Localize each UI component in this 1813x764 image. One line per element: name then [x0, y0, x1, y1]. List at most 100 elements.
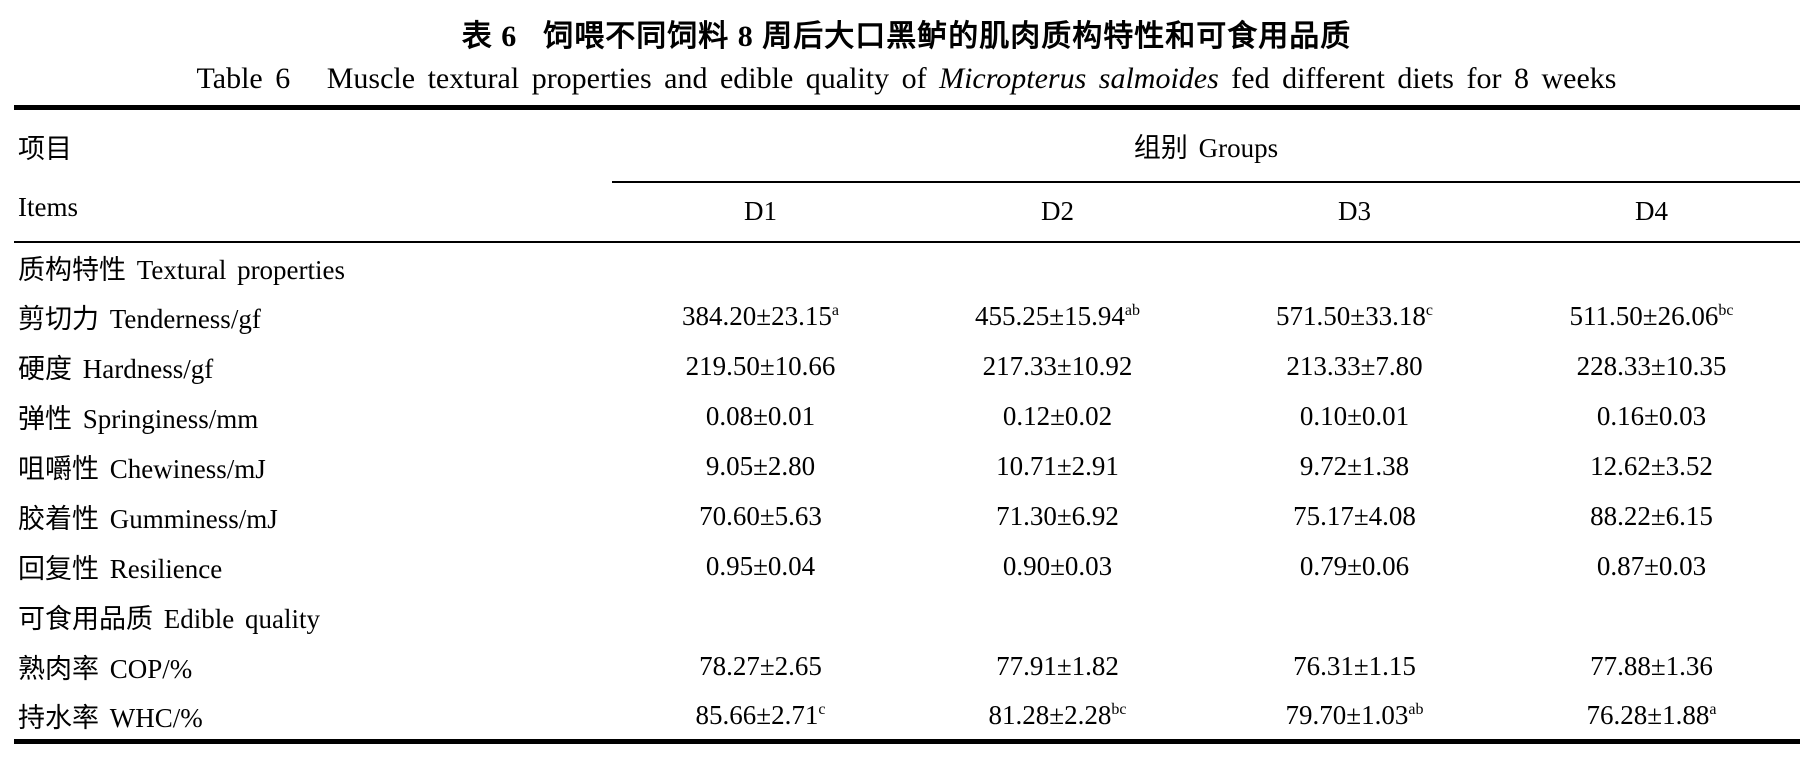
row-label: 回复性 Resilience: [18, 554, 223, 584]
table-row: 胶着性 Gumminess/mJ 70.60±5.63 71.30±6.92 7…: [14, 492, 1800, 542]
cell-value: 71.30±6.92: [996, 501, 1119, 531]
cell-superscript: c: [1425, 302, 1433, 319]
table-row: 熟肉率 COP/% 78.27±2.65 77.91±1.82 76.31±1.…: [14, 642, 1800, 692]
cell-value: 0.12±0.02: [1002, 401, 1113, 431]
data-cell: 77.88±1.36: [1503, 642, 1800, 692]
data-cell: 0.95±0.04: [612, 542, 909, 592]
table-row: 弹性 Springiness/mm 0.08±0.01 0.12±0.02 0.…: [14, 392, 1800, 442]
cell-value: 455.25±15.94: [975, 301, 1125, 331]
cell-value: 10.71±2.91: [996, 451, 1119, 481]
table-row: 咀嚼性 Chewiness/mJ 9.05±2.80 10.71±2.91 9.…: [14, 442, 1800, 492]
col-header-d3: D3: [1206, 181, 1503, 243]
table-title-cn-text: 饲喂不同饲料 8 周后大口黑鲈的肌肉质构特性和可食用品质: [543, 20, 1352, 53]
table-title-en-suffix: fed different diets for 8 weeks: [1231, 62, 1617, 95]
data-cell: 77.91±1.82: [909, 642, 1206, 692]
items-header-cell: 项目 Items: [14, 107, 612, 243]
header-row-diets: D1 D2 D3 D4: [14, 181, 1800, 243]
data-cell: 0.79±0.06: [1206, 542, 1503, 592]
header-row-groups: 项目 Items 组别 Groups: [14, 107, 1800, 243]
cell-value: 0.16±0.03: [1596, 401, 1707, 431]
data-cell: 85.66±2.71c: [612, 692, 909, 742]
data-cell: 217.33±10.92: [909, 342, 1206, 392]
data-cell: 12.62±3.52: [1503, 442, 1800, 492]
table-number-cn: 表 6: [461, 20, 518, 53]
cell-value: 0.79±0.06: [1299, 551, 1410, 581]
cell-value: 79.70±1.03: [1285, 699, 1409, 730]
cell-value: 88.22±6.15: [1590, 501, 1713, 531]
data-cell: 228.33±10.35: [1503, 342, 1800, 392]
cell-value: 12.62±3.52: [1590, 451, 1713, 481]
data-cell: 71.30±6.92: [909, 492, 1206, 542]
table-title-en-text: Muscle textural properties and edible qu…: [326, 62, 927, 95]
cell-value: 9.05±2.80: [705, 451, 816, 481]
table-row: 硬度 Hardness/gf 219.50±10.66 217.33±10.92…: [14, 342, 1800, 392]
groups-header-cell: 组别 Groups: [612, 107, 1800, 183]
cell-value: 75.17±4.08: [1293, 501, 1416, 531]
section-row: 质构特性 Textural properties: [14, 242, 1800, 292]
data-cell: 455.25±15.94ab: [909, 292, 1206, 342]
data-cell: 9.05±2.80: [612, 442, 909, 492]
row-label: 硬度 Hardness/gf: [18, 354, 214, 384]
data-cell: 0.10±0.01: [1206, 392, 1503, 442]
data-cell: 9.72±1.38: [1206, 442, 1503, 492]
data-cell: 76.31±1.15: [1206, 642, 1503, 692]
items-header-en: Items: [18, 192, 78, 223]
cell-superscript: ab: [1408, 700, 1424, 718]
cell-superscript: bc: [1111, 700, 1127, 718]
cell-value: 76.28±1.88: [1586, 699, 1710, 730]
data-cell: 0.87±0.03: [1503, 542, 1800, 592]
col-header-d4: D4: [1503, 181, 1800, 243]
section-row: 可食用品质 Edible quality: [14, 592, 1800, 642]
cell-value: 70.60±5.63: [699, 501, 822, 531]
cell-superscript: bc: [1718, 302, 1734, 319]
data-cell: 10.71±2.91: [909, 442, 1206, 492]
data-cell: 0.12±0.02: [909, 392, 1206, 442]
cell-superscript: a: [1709, 700, 1717, 718]
data-cell: 75.17±4.08: [1206, 492, 1503, 542]
data-cell: 219.50±10.66: [612, 342, 909, 392]
section-label: 可食用品质 Edible quality: [18, 604, 320, 634]
row-label: 剪切力 Tenderness/gf: [18, 304, 261, 334]
cell-value: 76.31±1.15: [1293, 651, 1416, 681]
data-cell: 213.33±7.80: [1206, 342, 1503, 392]
data-cell: 88.22±6.15: [1503, 492, 1800, 542]
cell-value: 217.33±10.92: [982, 351, 1133, 381]
data-cell: 79.70±1.03ab: [1206, 692, 1503, 742]
table-row: 剪切力 Tenderness/gf 384.20±23.15a 455.25±1…: [14, 292, 1800, 342]
cell-value: 213.33±7.80: [1286, 351, 1423, 381]
cell-value: 77.88±1.36: [1590, 651, 1713, 681]
cell-superscript: c: [818, 700, 826, 718]
items-header-cn: 项目: [18, 134, 72, 165]
data-cell: 81.28±2.28bc: [909, 692, 1206, 742]
cell-value: 0.87±0.03: [1596, 551, 1707, 581]
section-label: 质构特性 Textural properties: [18, 254, 346, 285]
cell-superscript: a: [831, 302, 839, 319]
row-label: 弹性 Springiness/mm: [18, 404, 259, 434]
cell-value: 9.72±1.38: [1299, 451, 1410, 481]
cell-value: 85.66±2.71: [695, 699, 819, 730]
data-cell: 511.50±26.06bc: [1503, 292, 1800, 342]
species-name: Micropterus salmoides: [939, 62, 1219, 95]
cell-value: 0.95±0.04: [705, 551, 816, 581]
data-table: 项目 Items 组别 Groups D1 D2 D3 D4 质构特性 Text…: [14, 105, 1800, 744]
table-row: 回复性 Resilience 0.95±0.04 0.90±0.03 0.79±…: [14, 542, 1800, 592]
row-label: 咀嚼性 Chewiness/mJ: [18, 454, 266, 484]
cell-value: 571.50±33.18: [1276, 301, 1426, 331]
col-header-d2: D2: [909, 181, 1206, 243]
table-title-en: Table 6 Muscle textural properties and e…: [0, 62, 1813, 96]
cell-value: 219.50±10.66: [685, 351, 836, 381]
data-cell: 76.28±1.88a: [1503, 692, 1800, 742]
table-row: 持水率 WHC/% 85.66±2.71c 81.28±2.28bc 79.70…: [14, 692, 1800, 742]
row-label: 熟肉率 COP/%: [18, 654, 193, 684]
table-number-en: Table 6: [196, 62, 291, 95]
cell-value: 0.10±0.01: [1299, 401, 1410, 431]
data-cell: 70.60±5.63: [612, 492, 909, 542]
cell-value: 0.90±0.03: [1002, 551, 1113, 581]
cell-value: 0.08±0.01: [705, 401, 816, 431]
cell-value: 78.27±2.65: [699, 651, 822, 681]
data-cell: 571.50±33.18c: [1206, 292, 1503, 342]
data-cell: 78.27±2.65: [612, 642, 909, 692]
table-title-cn: 表 6 饲喂不同饲料 8 周后大口黑鲈的肌肉质构特性和可食用品质: [0, 11, 1813, 55]
data-cell: 384.20±23.15a: [612, 292, 909, 342]
